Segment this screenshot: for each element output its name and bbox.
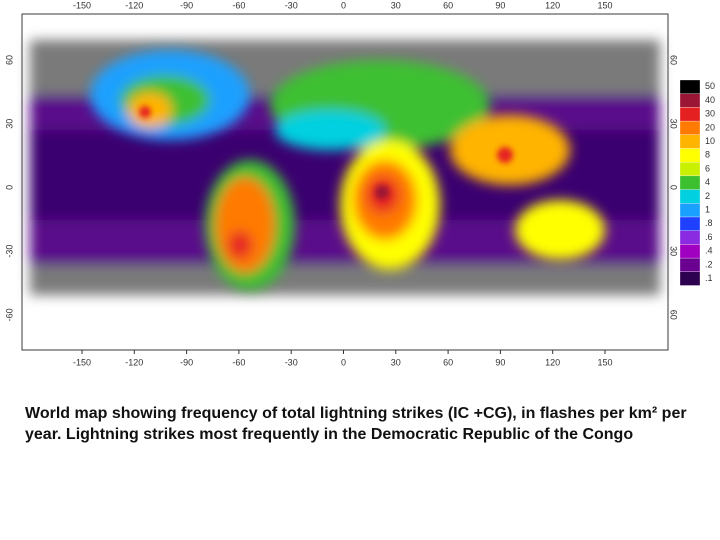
- lon-label-top: -90: [180, 0, 193, 10]
- legend-swatch: [679, 216, 701, 231]
- lat-label-right: 0: [669, 185, 679, 190]
- legend-swatch: [679, 203, 701, 218]
- lon-label-bottom: -60: [232, 357, 245, 367]
- legend-label: 4: [705, 177, 710, 187]
- legend-label: 20: [705, 122, 715, 132]
- legend-swatch: [679, 148, 701, 163]
- lat-label-left: -30: [4, 245, 14, 258]
- lon-label-top: 60: [443, 0, 453, 10]
- legend-label: .1: [705, 273, 713, 283]
- lon-label-top: -30: [285, 0, 298, 10]
- legend-swatch: [679, 93, 701, 108]
- lat-label-right: 60: [669, 55, 679, 65]
- lon-label-bottom: -90: [180, 357, 193, 367]
- lon-label-top: -150: [73, 0, 91, 10]
- legend-label: 50: [705, 81, 715, 91]
- legend-swatch: [679, 257, 701, 272]
- lon-label-bottom: 0: [341, 357, 346, 367]
- lon-label-bottom: 60: [443, 357, 453, 367]
- lon-label-top: 120: [545, 0, 560, 10]
- lon-label-top: 0: [341, 0, 346, 10]
- legend-swatch: [679, 134, 701, 149]
- lon-label-bottom: -30: [285, 357, 298, 367]
- lon-label-bottom: 30: [391, 357, 401, 367]
- legend-swatch: [679, 189, 701, 204]
- legend-swatch: [679, 79, 701, 94]
- legend-label: 10: [705, 136, 715, 146]
- lon-label-bottom: 120: [545, 357, 560, 367]
- legend-swatch: [679, 230, 701, 245]
- legend-label: 40: [705, 95, 715, 105]
- legend-label: 1: [705, 205, 710, 215]
- legend-swatch: [679, 175, 701, 190]
- map-border: [21, 13, 669, 351]
- lightning-map: -150 -150 -120 -120 -90 -90 -60 -60 -30 -30 0 0 30 30…: [4, 0, 715, 367]
- lat-label-right: 30: [669, 119, 679, 129]
- lon-label-top: -60: [232, 0, 245, 10]
- lon-label-top: 150: [597, 0, 612, 10]
- legend-swatch: [679, 107, 701, 122]
- caption: World map showing frequency of total lig…: [25, 405, 687, 443]
- lon-label-top: -120: [125, 0, 143, 10]
- legend-label: 6: [705, 163, 710, 173]
- legend-label: .4: [705, 246, 713, 256]
- lat-label-right: 60: [669, 310, 679, 320]
- lon-label-bottom: -150: [73, 357, 91, 367]
- lat-label-left: 0: [4, 185, 14, 190]
- legend-label: .2: [705, 259, 713, 269]
- lon-label-bottom: 90: [495, 357, 505, 367]
- legend-swatch: [679, 244, 701, 259]
- lat-label-left: 60: [4, 55, 14, 65]
- lat-label-right: 30: [669, 246, 679, 256]
- lat-label-left: -60: [4, 308, 14, 321]
- lon-label-bottom: -120: [125, 357, 143, 367]
- legend-swatch: [679, 120, 701, 135]
- legend-label: .8: [705, 218, 713, 228]
- legend-label: 8: [705, 150, 710, 160]
- lat-label-left: 30: [4, 119, 14, 129]
- hotspots: [139, 106, 513, 199]
- lon-label-top: 90: [495, 0, 505, 10]
- lon-label-top: 30: [391, 0, 401, 10]
- legend-label: 2: [705, 191, 710, 201]
- legend-label: .6: [705, 232, 713, 242]
- legend-swatch: [679, 271, 701, 286]
- lon-label-bottom: 150: [597, 357, 612, 367]
- legend-swatch: [679, 162, 701, 177]
- legend-label: 30: [705, 109, 715, 119]
